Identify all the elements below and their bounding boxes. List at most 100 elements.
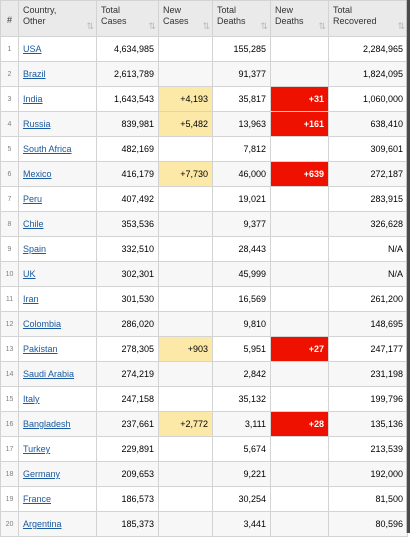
- country-link: Russia: [18, 111, 97, 137]
- country-link[interactable]: Colombia: [23, 319, 62, 329]
- country-link[interactable]: UK: [23, 269, 36, 279]
- total-deaths-cell: 35,817: [212, 86, 271, 112]
- country-link[interactable]: Brazil: [23, 69, 46, 79]
- total-deaths-cell: 9,221: [212, 461, 271, 487]
- sort-arrows-icon[interactable]: ⇅: [318, 21, 325, 31]
- total-recovered-cell: 261,200: [328, 286, 408, 312]
- header-label-line: Country,: [23, 5, 57, 15]
- total-recovered-cell: 1,060,000: [328, 86, 408, 112]
- new-cases-cell: +2,772: [158, 411, 213, 437]
- country-link: South Africa: [18, 136, 97, 162]
- sort-arrows-icon[interactable]: ⇅: [260, 21, 267, 31]
- header-label-line: Recovered: [333, 16, 377, 26]
- total-deaths-cell: 19,021: [212, 186, 271, 212]
- column-header-country[interactable]: Country, Other ⇅: [18, 0, 97, 37]
- row-index: 4: [0, 111, 19, 137]
- total-deaths-cell: 9,377: [212, 211, 271, 237]
- row-index: 12: [0, 311, 19, 337]
- country-link[interactable]: Germany: [23, 469, 61, 479]
- total-deaths-cell: 5,951: [212, 336, 271, 362]
- column-header-total-recovered[interactable]: Total Recovered ⇅: [328, 0, 408, 37]
- new-deaths-cell: [270, 386, 329, 412]
- total-deaths-cell: 7,812: [212, 136, 271, 162]
- total-deaths-cell: 45,999: [212, 261, 271, 287]
- total-cases-cell: 247,158: [96, 386, 159, 412]
- total-cases-cell: 407,492: [96, 186, 159, 212]
- total-cases-cell: 209,653: [96, 461, 159, 487]
- header-label-line: Cases: [163, 16, 189, 26]
- row-index: 19: [0, 486, 19, 512]
- country-link[interactable]: Mexico: [23, 169, 52, 179]
- country-link[interactable]: Chile: [23, 219, 44, 229]
- country-link[interactable]: Iran: [23, 294, 39, 304]
- country-link[interactable]: Spain: [23, 244, 47, 254]
- sort-arrows-icon[interactable]: ⇅: [397, 21, 404, 31]
- total-cases-cell: 302,301: [96, 261, 159, 287]
- total-deaths-cell: 46,000: [212, 161, 271, 187]
- scrollbar-border: [406, 0, 407, 533]
- new-deaths-cell: +27: [270, 336, 329, 362]
- vertical-scrollbar[interactable]: [407, 0, 410, 533]
- total-recovered-cell: 326,628: [328, 211, 408, 237]
- table-row: 3 India 1,643,543 +4,193 35,817 +31 1,060,000: [0, 86, 408, 112]
- new-deaths-cell: [270, 486, 329, 512]
- new-cases-cell: [158, 186, 213, 212]
- new-deaths-cell: [270, 211, 329, 237]
- country-link[interactable]: Bangladesh: [23, 419, 71, 429]
- country-link[interactable]: South Africa: [23, 144, 72, 154]
- table-row: 12 Colombia 286,020 9,810 148,695: [0, 311, 408, 337]
- new-deaths-cell: +31: [270, 86, 329, 112]
- country-link[interactable]: Pakistan: [23, 344, 58, 354]
- total-cases-cell: 286,020: [96, 311, 159, 337]
- header-label-line: Total: [217, 5, 237, 15]
- column-header-new-deaths[interactable]: New Deaths ⇅: [270, 0, 329, 37]
- row-index: 3: [0, 86, 19, 112]
- column-header-total-deaths[interactable]: Total Deaths ⇅: [212, 0, 271, 37]
- country-link: Spain: [18, 236, 97, 262]
- country-link[interactable]: Argentina: [23, 519, 62, 529]
- country-link[interactable]: Italy: [23, 394, 40, 404]
- country-link[interactable]: Saudi Arabia: [23, 369, 75, 379]
- table-row: 7 Peru 407,492 19,021 283,915: [0, 186, 408, 212]
- country-link[interactable]: France: [23, 494, 52, 504]
- row-index: 10: [0, 261, 19, 287]
- table-row: 16 Bangladesh 237,661 +2,772 3,111 +28 135,136: [0, 411, 408, 437]
- table-row: 2 Brazil 2,613,789 91,377 1,824,095: [0, 61, 408, 87]
- total-cases-cell: 274,219: [96, 361, 159, 387]
- country-link: India: [18, 86, 97, 112]
- row-index: 1: [0, 36, 19, 62]
- new-cases-cell: [158, 386, 213, 412]
- new-deaths-cell: +28: [270, 411, 329, 437]
- country-link[interactable]: Peru: [23, 194, 43, 204]
- sort-arrows-icon[interactable]: ⇅: [86, 21, 93, 31]
- new-cases-cell: +4,193: [158, 86, 213, 112]
- column-header-total-cases[interactable]: Total Cases ⇅: [96, 0, 159, 37]
- row-index: 6: [0, 161, 19, 187]
- sort-arrows-icon[interactable]: ⇅: [202, 21, 209, 31]
- table-row: 4 Russia 839,981 +5,482 13,963 +161 638,410: [0, 111, 408, 137]
- country-link[interactable]: USA: [23, 44, 42, 54]
- new-deaths-cell: [270, 261, 329, 287]
- total-cases-cell: 301,530: [96, 286, 159, 312]
- country-link[interactable]: Turkey: [23, 444, 51, 454]
- column-header-new-cases[interactable]: New Cases ⇅: [158, 0, 213, 37]
- sort-arrows-icon[interactable]: ⇅: [148, 21, 155, 31]
- column-header-index[interactable]: #: [0, 0, 19, 37]
- table-row: 10 UK 302,301 45,999 N/A: [0, 261, 408, 287]
- header-label-line: Deaths: [217, 16, 246, 26]
- row-index: 13: [0, 336, 19, 362]
- row-index: 7: [0, 186, 19, 212]
- country-link[interactable]: Russia: [23, 119, 51, 129]
- total-deaths-cell: 9,810: [212, 311, 271, 337]
- header-label-line: Other: [23, 16, 46, 26]
- country-link[interactable]: India: [23, 94, 43, 104]
- total-deaths-cell: 155,285: [212, 36, 271, 62]
- header-label-line: Total: [333, 5, 353, 15]
- total-recovered-cell: 135,136: [328, 411, 408, 437]
- table-row: 9 Spain 332,510 28,443 N/A: [0, 236, 408, 262]
- total-cases-cell: 229,891: [96, 436, 159, 462]
- total-recovered-cell: 213,539: [328, 436, 408, 462]
- total-deaths-cell: 3,111: [212, 411, 271, 437]
- row-index: 8: [0, 211, 19, 237]
